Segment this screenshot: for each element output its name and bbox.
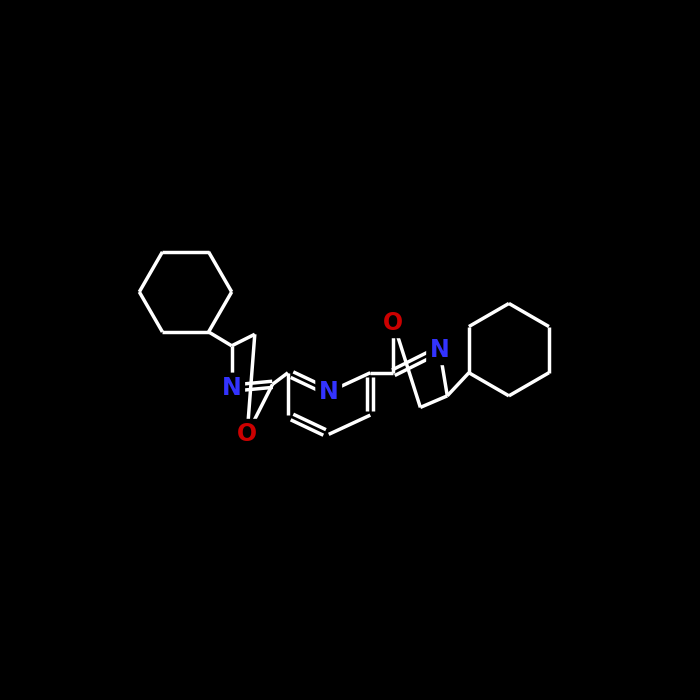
Text: O: O	[237, 422, 257, 447]
Text: N: N	[430, 337, 449, 362]
Text: N: N	[222, 376, 242, 400]
Text: O: O	[384, 311, 403, 335]
Text: N: N	[318, 380, 339, 404]
